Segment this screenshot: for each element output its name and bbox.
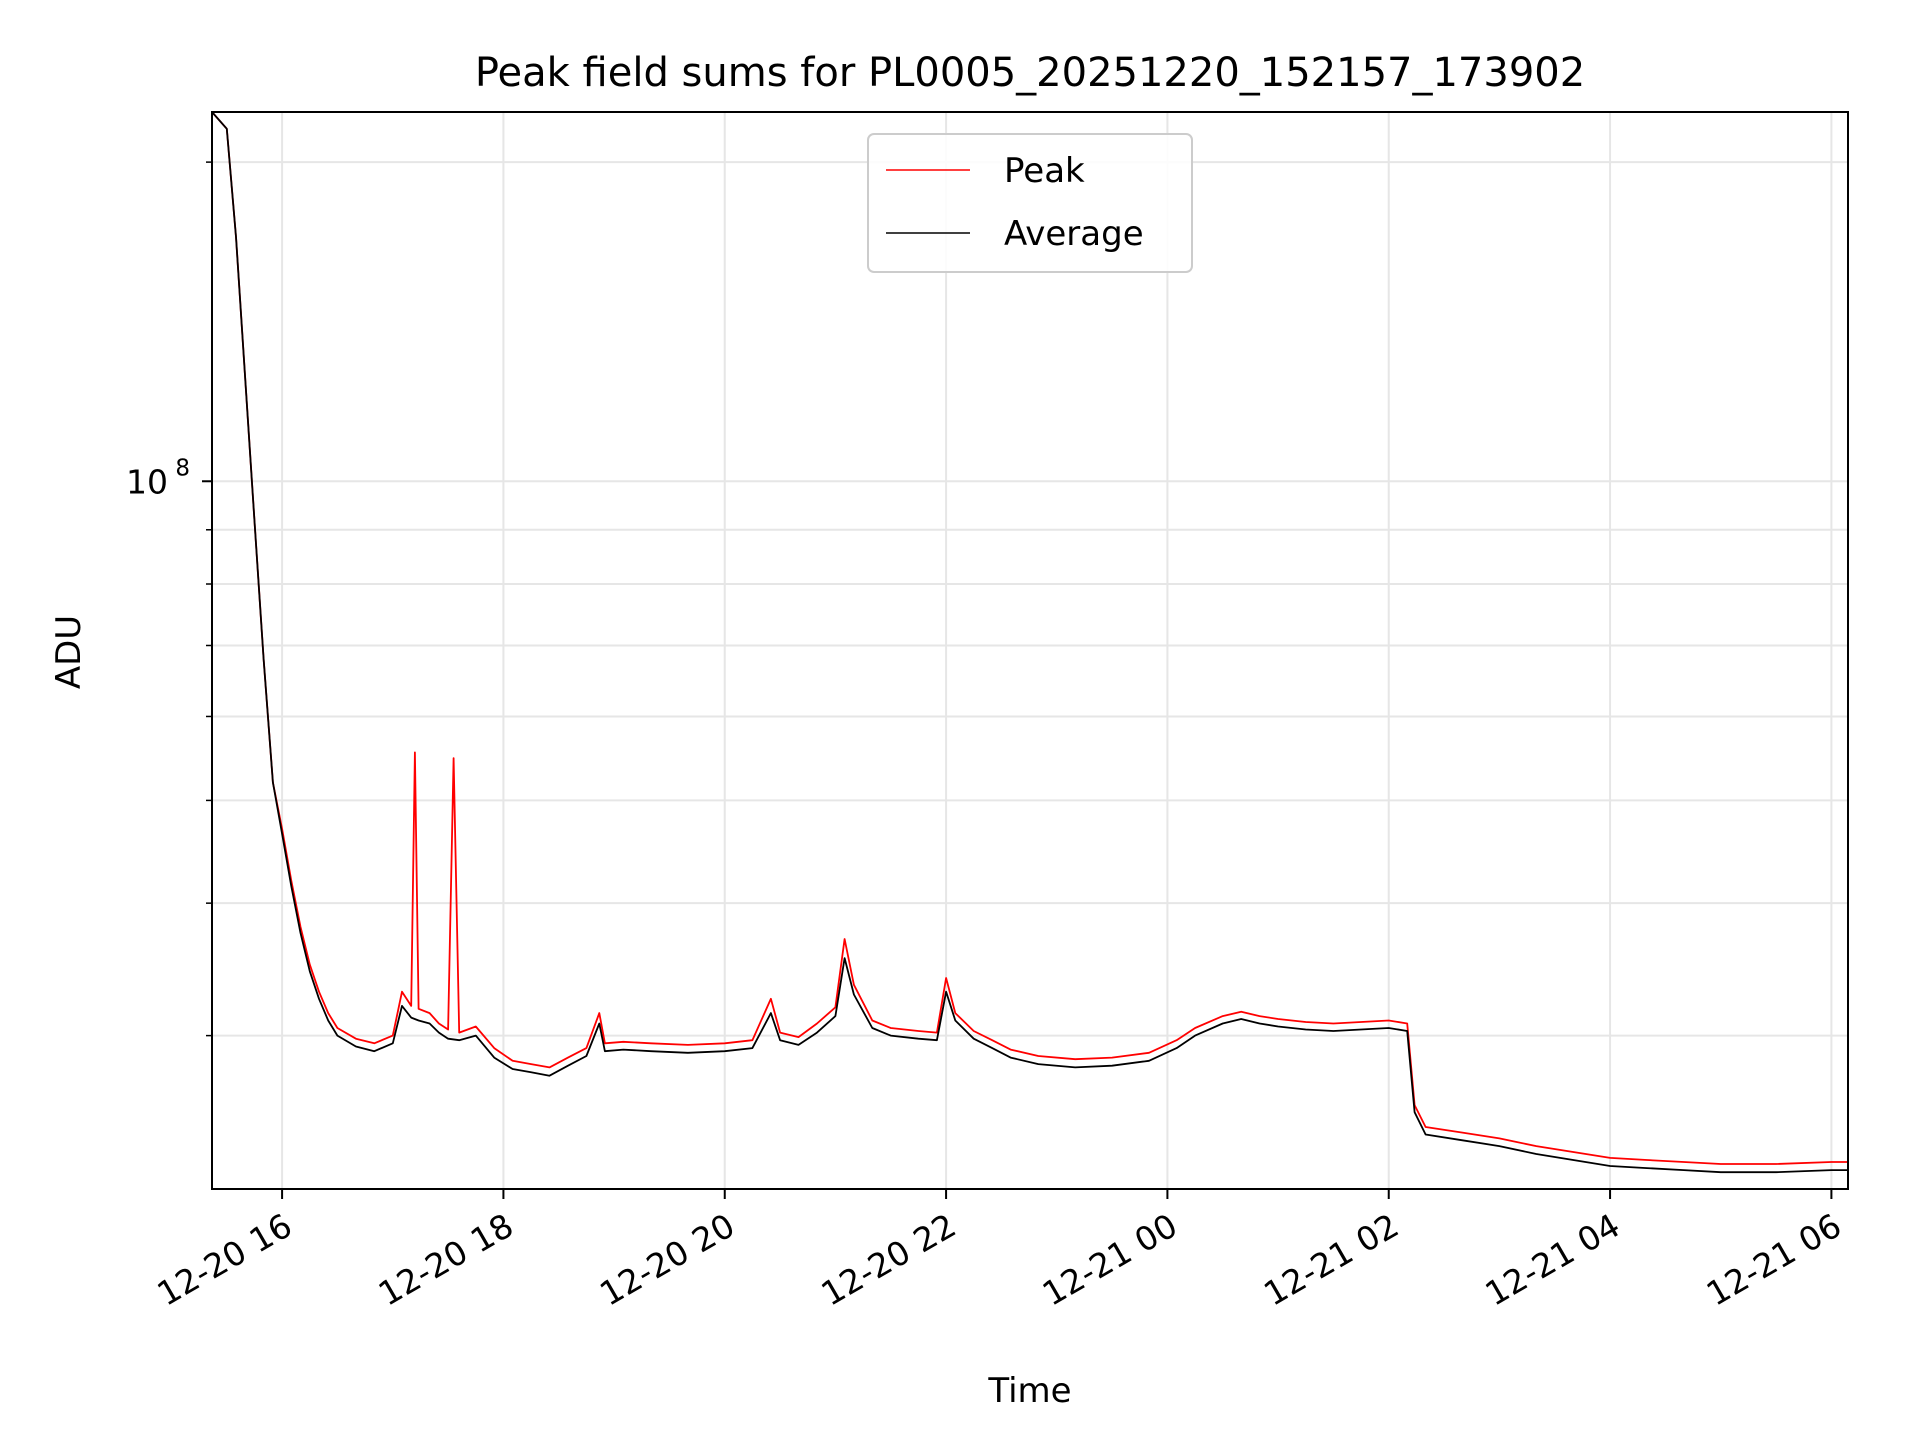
- x-tick-label: 12-21 00: [1036, 1206, 1184, 1314]
- gridlines: [212, 112, 1848, 1189]
- legend-box: [867, 133, 1193, 273]
- legend: Peak Average: [867, 133, 1193, 273]
- x-tick-label: 12-20 18: [372, 1206, 520, 1314]
- series-line-average: [212, 112, 1848, 1174]
- legend-average-label: Average: [1004, 214, 1144, 254]
- y-tick-exponent: 8: [175, 455, 190, 481]
- y-axis-label: ADU: [49, 615, 89, 689]
- chart-title: Peak field sums for PL0005_20251220_1521…: [475, 50, 1585, 96]
- x-tick-label: 12-20 22: [814, 1206, 962, 1314]
- x-tick-label: 12-20 16: [150, 1206, 298, 1314]
- x-tick-label: 12-20 20: [593, 1206, 741, 1314]
- x-tick-label: 12-21 06: [1700, 1206, 1848, 1314]
- legend-peak-label: Peak: [1004, 151, 1085, 191]
- x-axis-label: Time: [987, 1371, 1071, 1411]
- series-lines: [212, 112, 1848, 1174]
- y-axis-ticks: 10 8: [126, 161, 212, 1037]
- x-tick-label: 12-21 02: [1257, 1206, 1405, 1314]
- x-axis-ticks: 12-20 16 12-20 18 12-20 20 12-20 22 12-21 00…: [150, 1189, 1848, 1314]
- series-line-peak: [212, 112, 1848, 1165]
- plot-frame: [211, 111, 1849, 1190]
- x-tick-label: 12-21 04: [1478, 1206, 1626, 1314]
- y-tick-label: 10: [126, 462, 168, 501]
